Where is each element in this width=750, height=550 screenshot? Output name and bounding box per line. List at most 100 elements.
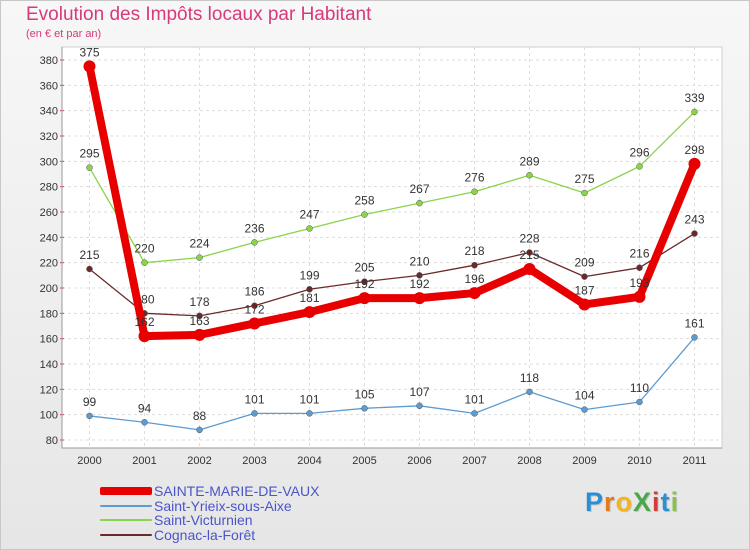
x-tick-label: 2011 — [683, 455, 707, 467]
data-label: 210 — [409, 254, 429, 268]
data-label: 215 — [79, 248, 99, 262]
data-label: 196 — [464, 272, 484, 286]
data-point — [636, 398, 643, 406]
plot-area — [61, 46, 723, 449]
legend-label: Saint-Yrieix-sous-Aixe — [154, 497, 292, 514]
data-point — [86, 412, 93, 420]
y-tick-label: 380 — [40, 55, 58, 67]
x-tick-label: 2008 — [517, 455, 541, 467]
legend-label: Saint-Victurnien — [154, 512, 253, 528]
data-point — [361, 278, 368, 285]
series-sainte-marie-de-vaux: 375 162 163 172 181 192 192 196 215 187 193 298 — [79, 45, 705, 343]
x-tick-label: 2009 — [572, 455, 596, 467]
data-point — [471, 188, 478, 195]
data-point — [581, 189, 588, 197]
data-point — [691, 230, 698, 237]
data-point — [468, 287, 481, 300]
data-label: 161 — [684, 316, 704, 330]
x-tick-label: 2005 — [352, 455, 376, 467]
data-point — [193, 328, 206, 341]
data-label: 236 — [244, 221, 264, 235]
x-tick-label: 2003 — [242, 455, 266, 467]
y-tick-label: 180 — [40, 308, 58, 320]
data-point — [526, 249, 533, 256]
data-point — [578, 298, 591, 311]
data-point — [523, 263, 536, 275]
data-point — [416, 199, 423, 207]
y-tick-label: 80 — [46, 435, 58, 447]
series-line — [88, 111, 696, 264]
data-label: 192 — [409, 277, 429, 291]
data-point — [581, 406, 588, 413]
data-label: 220 — [134, 242, 154, 256]
y-tick-label: 140 — [40, 359, 58, 371]
data-point — [141, 419, 148, 426]
data-label: 178 — [189, 295, 209, 309]
x-tick-label: 2006 — [407, 455, 431, 467]
x-tick-label: 2000 — [77, 455, 101, 467]
data-label: 88 — [193, 409, 207, 423]
data-point — [306, 286, 313, 293]
data-label: 275 — [574, 172, 594, 186]
data-point — [633, 290, 646, 303]
legend-swatch — [100, 533, 152, 536]
data-label: 186 — [244, 285, 264, 299]
legend-swatch — [100, 519, 152, 522]
data-point — [416, 272, 423, 279]
data-point — [581, 273, 588, 280]
data-point — [526, 172, 533, 179]
chart-title: Evolution des Impôts locaux par Habitant — [26, 4, 372, 25]
data-label: 267 — [409, 182, 429, 196]
y-tick-label: 240 — [40, 232, 58, 244]
series-saint-victurnien: 295 220 224 236 247 258 267 276 289 275 296 339 — [79, 91, 705, 266]
data-point — [251, 302, 258, 309]
data-label: 118 — [520, 371, 539, 385]
data-point — [416, 402, 423, 410]
data-point — [636, 264, 643, 271]
y-tick-label: 120 — [40, 384, 58, 396]
legend-label: Cognac-la-Forêt — [154, 526, 256, 543]
legend-swatch — [100, 504, 152, 507]
data-label: 94 — [138, 401, 152, 415]
data-label: 181 — [299, 291, 319, 305]
y-tick-label: 300 — [40, 156, 58, 168]
data-point — [86, 265, 93, 273]
data-label: 105 — [354, 387, 374, 401]
data-label: 163 — [189, 314, 209, 328]
data-point — [306, 410, 313, 417]
data-point — [83, 60, 96, 73]
x-tick-label: 2007 — [462, 455, 486, 467]
x-tick-label: 2002 — [187, 455, 211, 467]
data-label: 104 — [574, 389, 594, 403]
data-point — [196, 254, 203, 261]
data-point — [361, 405, 368, 412]
data-label: 107 — [409, 385, 429, 399]
legend-label: SAINTE-MARIE-DE-VAUX — [154, 483, 320, 499]
series-line — [88, 336, 696, 431]
y-tick-label: 220 — [40, 258, 58, 270]
data-point — [471, 410, 478, 417]
data-label: 276 — [464, 171, 484, 185]
data-label: 205 — [354, 261, 374, 275]
data-label: 295 — [79, 147, 99, 161]
data-label: 289 — [519, 154, 539, 168]
data-label: 101 — [299, 392, 319, 406]
data-point — [251, 410, 258, 417]
data-label: 110 — [630, 381, 649, 395]
data-point — [691, 334, 698, 341]
data-label: 296 — [629, 145, 649, 159]
data-point — [413, 292, 426, 305]
data-point — [138, 330, 151, 343]
data-label: 199 — [299, 268, 319, 282]
y-tick-label: 280 — [40, 182, 58, 194]
data-label: 216 — [629, 247, 649, 261]
data-label: 375 — [79, 45, 99, 59]
series-line — [85, 62, 699, 341]
y-tick-label: 100 — [40, 410, 58, 422]
data-label: 228 — [519, 232, 539, 246]
data-point — [196, 426, 203, 434]
series-saint-yrieix-sous-aixe: 99 94 88 101 101 105 107 101 118 104 110 161 — [83, 316, 705, 434]
data-point — [636, 163, 643, 170]
data-label: 243 — [684, 213, 704, 227]
